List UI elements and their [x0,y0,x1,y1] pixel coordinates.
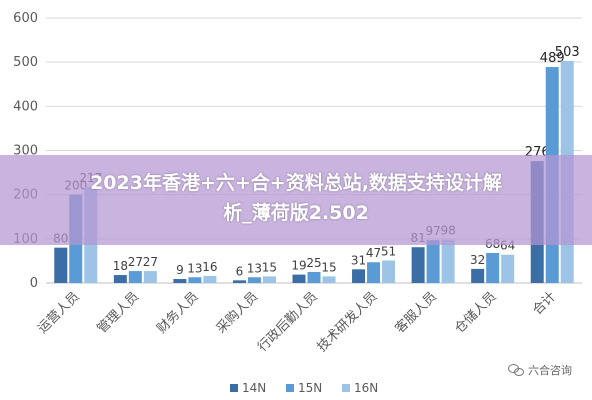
data-label: 32 [470,253,485,267]
watermark: 六合咨询 [508,362,572,378]
x-tick-label: 管理人员 [95,289,142,336]
data-label: 47 [366,246,381,260]
bar-16N [501,254,515,283]
title-banner [0,155,592,245]
data-label: 503 [555,45,580,60]
bar-16N [382,260,396,283]
legend-swatch-15N [286,384,294,392]
x-tick-label: 仓储人员 [452,289,499,336]
data-label: 16 [202,260,217,274]
data-label: 489 [540,51,565,66]
data-label: 27 [128,255,143,269]
bar-14N [292,274,306,283]
bar-15N [307,271,321,283]
wechat-icon [508,364,524,376]
bar-14N [471,268,485,283]
legend-swatch-14N [230,384,238,392]
data-label: 15 [321,260,336,274]
legend-label-15N: 15N [298,381,322,395]
banner-line-1: 2023年香港+六+合+资料总站,数据支持设计解 [90,172,502,194]
x-tick-label: 行政后勤人员 [255,289,321,355]
bar-14N [411,247,425,283]
data-label: 19 [291,259,306,273]
bar-16N [441,239,455,283]
y-tick-label: 400 [13,99,38,114]
legend-label-16N: 16N [354,381,378,395]
bar-14N [113,275,127,283]
bar-15N [188,277,202,283]
y-tick-label: 0 [30,276,38,291]
watermark-text: 六合咨询 [528,364,572,377]
x-tick-label: 客服人员 [392,289,440,337]
bar-15N [367,262,381,283]
bar-15N [486,252,500,283]
bar-14N [173,279,187,283]
data-label: 9 [176,263,184,277]
x-tick-label: 合计 [530,289,559,318]
y-tick-label: 600 [13,11,38,26]
banner-title: 2023年香港+六+合+资料总站,数据支持设计解 析_薄荷版2.502 [0,168,592,228]
bar-16N [322,276,336,283]
banner-line-2: 析_薄荷版2.502 [223,202,369,224]
x-tick-label: 技术研发人员 [314,289,380,355]
y-tick-label: 300 [13,144,38,159]
x-tick-label: 采购人员 [213,289,261,337]
x-tick-label: 财务人员 [154,289,202,337]
y-tick-label: 500 [13,55,38,70]
bar-16N [203,275,217,283]
data-label: 6 [236,264,244,278]
bar-16N [262,276,276,283]
bar-14N [54,247,68,283]
data-label: 18 [113,259,128,273]
data-label: 13 [187,261,202,275]
bar-14N [352,269,366,283]
x-tick-label: 运营人员 [35,289,82,336]
legend-swatch-16N [342,384,350,392]
data-label: 13 [247,261,262,275]
bar-15N [128,271,142,283]
data-label: 25 [306,256,321,270]
data-label: 15 [262,260,277,274]
data-label: 31 [351,253,366,267]
data-label: 51 [381,244,396,258]
bar-16N [143,271,157,283]
bar-15N [247,277,261,283]
bar-15N [426,240,440,283]
data-label: 27 [143,255,158,269]
legend-label-14N: 14N [242,381,266,395]
bar-14N [232,280,246,283]
